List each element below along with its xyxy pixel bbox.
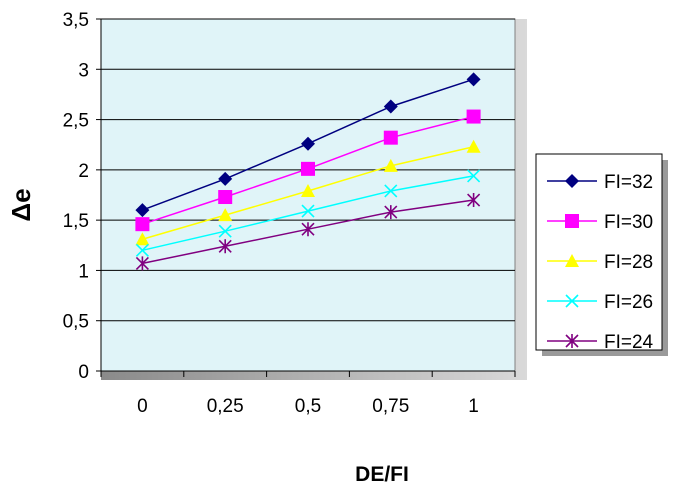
y-axis-ticks: 0 0,5 1 1,5 2 2,5 3 3,5 xyxy=(63,10,101,383)
data-point xyxy=(218,190,233,205)
y-tick-label: 1 xyxy=(78,261,89,282)
data-point xyxy=(218,224,232,238)
series-fi-28 xyxy=(135,139,481,246)
data-point xyxy=(466,139,481,153)
x-tick-label: 1 xyxy=(468,396,479,417)
data-point xyxy=(466,109,481,124)
y-tick-label: 0,5 xyxy=(63,312,89,333)
data-point xyxy=(384,205,398,220)
y-tick-label: 3 xyxy=(78,60,89,81)
x-tick-label: 0,5 xyxy=(295,396,321,417)
legend-label: FI=32 xyxy=(604,172,653,193)
legend-marker xyxy=(565,334,579,348)
legend-item-fi-26: FI=26 xyxy=(547,292,653,313)
data-point xyxy=(301,204,315,218)
legend-marker xyxy=(565,174,579,188)
x-tick-label: 0,75 xyxy=(372,396,409,417)
legend-item-fi-24: FI=24 xyxy=(547,332,654,353)
data-point xyxy=(467,169,481,183)
x-axis-ticks: 0 0,25 0,5 0,75 1 xyxy=(100,371,516,417)
series-fi-30 xyxy=(135,109,481,232)
series-group xyxy=(135,72,481,271)
legend-label: FI=26 xyxy=(604,292,653,313)
data-point xyxy=(301,136,315,151)
y-axis-title: Δe xyxy=(6,188,36,221)
legend-marker xyxy=(565,214,579,228)
legend-label: FI=28 xyxy=(604,252,653,273)
y-tick-label: 2 xyxy=(78,161,89,182)
gridlines xyxy=(101,18,515,322)
data-point xyxy=(301,161,315,176)
series-fi-24 xyxy=(135,193,481,271)
legend xyxy=(535,153,663,351)
data-point xyxy=(135,217,150,232)
data-point xyxy=(466,72,481,87)
x-tick-label: 0,25 xyxy=(207,396,244,417)
legend-item-fi-32: FI=32 xyxy=(547,172,653,193)
x-axis-title: DE/FI xyxy=(355,463,409,486)
data-point xyxy=(383,130,398,145)
data-point xyxy=(135,256,149,271)
y-tick-label: 2,5 xyxy=(63,111,89,132)
data-point xyxy=(467,193,481,208)
data-point xyxy=(383,158,398,172)
data-point xyxy=(135,203,150,218)
data-point xyxy=(135,232,150,246)
x-tick-label: 0 xyxy=(137,396,148,417)
y-tick-label: 3,5 xyxy=(63,10,89,31)
legend-label: FI=30 xyxy=(604,212,653,233)
y-tick-label: 0 xyxy=(78,362,89,383)
legend-item-fi-28: FI=28 xyxy=(547,252,653,273)
data-point xyxy=(218,239,232,254)
series-fi-32 xyxy=(135,72,481,218)
legend-item-fi-30: FI=30 xyxy=(547,212,653,233)
data-point xyxy=(301,183,315,197)
data-point xyxy=(384,184,398,198)
data-point xyxy=(383,99,398,114)
series-fi-26 xyxy=(135,169,481,257)
y-tick-label: 1,5 xyxy=(63,211,89,232)
data-point xyxy=(135,243,149,257)
legend-marker xyxy=(565,294,579,308)
data-point xyxy=(218,171,233,186)
data-point xyxy=(218,208,233,222)
legend-items: FI=32 FI=30 FI=28 FI=26 FI=24 xyxy=(547,172,654,353)
legend-label: FI=24 xyxy=(604,332,654,353)
data-point xyxy=(301,222,315,237)
legend-marker xyxy=(565,254,579,267)
